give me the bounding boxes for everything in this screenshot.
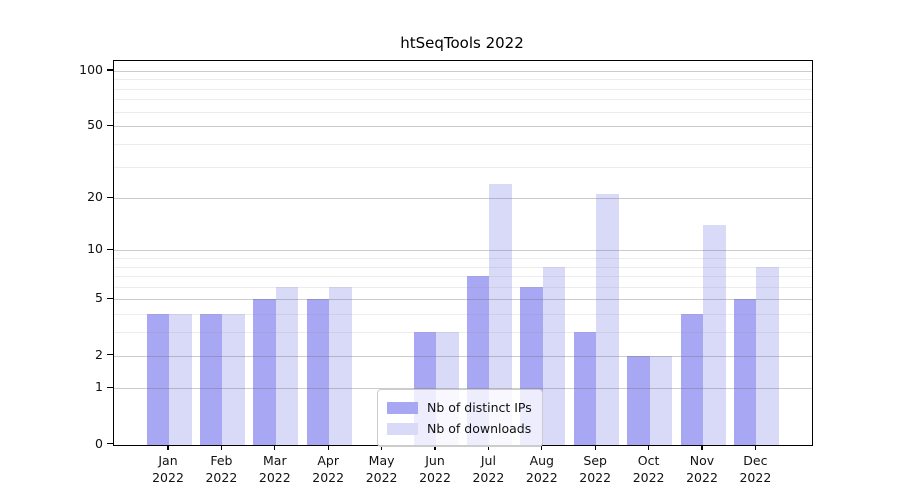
x-tick-mark-apr bbox=[327, 444, 329, 450]
bar-distinct-ips-mar bbox=[253, 299, 276, 445]
major-gridline-20 bbox=[114, 198, 812, 200]
legend-swatch-downloads bbox=[387, 422, 418, 435]
x-tick-label-oct: Oct 2022 bbox=[632, 452, 665, 485]
x-tick-mark-dec bbox=[754, 444, 757, 450]
minor-gridline-70 bbox=[114, 99, 812, 101]
minor-gridline-60 bbox=[114, 111, 812, 113]
x-tick-mark-may bbox=[381, 444, 383, 450]
y-tick-label-5: 5 bbox=[95, 290, 103, 306]
x-tick-mark-aug bbox=[541, 444, 543, 450]
chart-title: htSeqTools 2022 bbox=[400, 34, 524, 52]
y-tick-mark-2 bbox=[107, 354, 113, 356]
x-tick-label-apr: Apr 2022 bbox=[312, 452, 345, 485]
legend-label-distinct-ips: Nb of distinct IPs bbox=[427, 400, 532, 415]
minor-gridline-6 bbox=[114, 286, 812, 288]
y-tick-mark-1 bbox=[107, 386, 113, 389]
x-tick-mark-nov bbox=[701, 444, 703, 450]
y-tick-mark-50 bbox=[107, 124, 113, 126]
bar-distinct-ips-oct bbox=[627, 355, 650, 445]
x-tick-label-sep: Sep 2022 bbox=[579, 452, 612, 485]
major-gridline-2 bbox=[114, 355, 812, 357]
x-tick-label-jan: Jan 2022 bbox=[152, 452, 184, 485]
bar-distinct-ips-feb bbox=[199, 314, 223, 445]
bar-downloads-oct bbox=[649, 355, 673, 445]
bar-downloads-apr bbox=[329, 286, 352, 445]
minor-gridline-9 bbox=[114, 258, 812, 260]
minor-gridline-3 bbox=[114, 332, 812, 334]
x-tick-label-jul: Jul 2022 bbox=[472, 452, 505, 485]
bar-downloads-mar bbox=[275, 286, 299, 445]
bar-downloads-sep bbox=[596, 194, 619, 445]
bar-distinct-ips-nov bbox=[680, 314, 703, 445]
major-gridline-50 bbox=[114, 126, 812, 128]
bar-downloads-feb bbox=[222, 314, 245, 445]
major-gridline-1 bbox=[114, 388, 812, 390]
minor-gridline-90 bbox=[114, 79, 812, 81]
y-tick-label-1: 1 bbox=[95, 379, 103, 395]
major-gridline-100 bbox=[114, 70, 812, 72]
x-tick-label-nov: Nov 2022 bbox=[686, 452, 718, 485]
x-tick-label-dec: Dec 2022 bbox=[739, 452, 772, 485]
bar-downloads-jul bbox=[489, 183, 512, 445]
legend-label-downloads: Nb of downloads bbox=[427, 421, 532, 436]
plot-area: Nb of distinct IPs Nb of downloads bbox=[113, 60, 813, 447]
bar-downloads-nov bbox=[703, 225, 726, 445]
bar-downloads-aug bbox=[542, 266, 566, 445]
x-tick-label-may: May 2022 bbox=[365, 452, 398, 485]
y-tick-label-2: 2 bbox=[95, 346, 103, 362]
x-tick-mark-sep bbox=[594, 444, 596, 450]
bar-distinct-ips-apr bbox=[306, 299, 330, 445]
minor-gridline-40 bbox=[114, 143, 812, 145]
y-tick-label-10: 10 bbox=[87, 241, 103, 257]
bar-distinct-ips-dec bbox=[733, 299, 757, 445]
minor-gridline-7 bbox=[114, 276, 812, 278]
bar-downloads-dec bbox=[756, 266, 779, 445]
x-tick-mark-mar bbox=[274, 444, 276, 450]
major-gridline-10 bbox=[114, 250, 812, 252]
bar-distinct-ips-sep bbox=[573, 332, 597, 445]
minor-gridline-4 bbox=[114, 314, 812, 316]
legend: Nb of distinct IPs Nb of downloads bbox=[377, 389, 543, 447]
legend-swatch-distinct-ips bbox=[387, 401, 418, 414]
x-tick-mark-jun bbox=[434, 444, 436, 450]
x-tick-label-jun: Jun 2022 bbox=[419, 452, 451, 485]
x-tick-mark-oct bbox=[648, 444, 650, 450]
minor-gridline-30 bbox=[114, 166, 812, 168]
legend-row-downloads: Nb of downloads bbox=[387, 418, 532, 439]
major-gridline-5 bbox=[114, 299, 812, 301]
y-tick-mark-0 bbox=[107, 443, 113, 445]
x-tick-label-feb: Feb 2022 bbox=[205, 452, 238, 485]
x-tick-mark-jul bbox=[487, 444, 490, 450]
bar-distinct-ips-jan bbox=[146, 314, 169, 445]
x-tick-label-aug: Aug 2022 bbox=[525, 452, 558, 485]
y-tick-mark-20 bbox=[107, 196, 113, 198]
y-tick-label-20: 20 bbox=[87, 189, 103, 205]
x-tick-label-mar: Mar 2022 bbox=[258, 452, 291, 485]
bar-downloads-jan bbox=[169, 314, 192, 445]
minor-gridline-8 bbox=[114, 266, 812, 268]
y-tick-mark-100 bbox=[107, 69, 113, 71]
y-tick-label-0: 0 bbox=[95, 435, 103, 451]
y-tick-mark-5 bbox=[107, 297, 113, 300]
y-tick-mark-10 bbox=[107, 248, 113, 251]
x-tick-mark-feb bbox=[220, 444, 223, 450]
legend-row-distinct-ips: Nb of distinct IPs bbox=[387, 397, 532, 418]
y-tick-label-50: 50 bbox=[87, 117, 103, 133]
x-tick-mark-jan bbox=[167, 444, 169, 450]
minor-gridline-80 bbox=[114, 88, 812, 90]
y-tick-label-100: 100 bbox=[79, 61, 103, 77]
